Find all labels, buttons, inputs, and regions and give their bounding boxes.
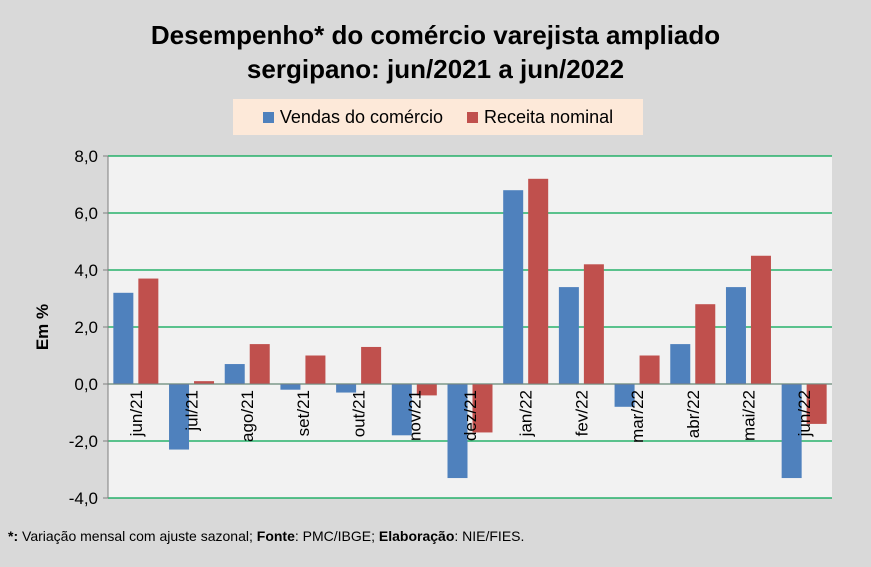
- bar-receita: [750, 255, 771, 384]
- chart-title-line-2: sergipano: jun/2021 a jun/2022: [246, 54, 625, 84]
- y-axis-label: Em %: [33, 304, 52, 350]
- footnote-text-1: Variação mensal com ajuste sazonal;: [18, 528, 257, 544]
- x-tick-label: ago/21: [238, 390, 257, 442]
- legend-swatch-vendas: [262, 111, 274, 123]
- bar-receita: [472, 384, 493, 433]
- x-tick-label: nov/21: [405, 390, 424, 441]
- legend-entry-receita: Receita nominal: [467, 107, 613, 128]
- bar-receita: [639, 355, 660, 384]
- footnote-elaboracao-label: Elaboração: [378, 528, 455, 544]
- bar-vendas: [670, 344, 691, 384]
- y-tick-label: 4,0: [74, 261, 98, 280]
- bar-vendas: [614, 384, 635, 407]
- legend-swatch-receita: [467, 111, 479, 123]
- y-tick-label: 2,0: [74, 318, 98, 337]
- x-tick-label: jan/22: [517, 390, 536, 437]
- y-tick-label: 6,0: [74, 204, 98, 223]
- bar-vendas: [503, 190, 524, 384]
- legend: Vendas do comércio Receita nominal: [233, 99, 643, 135]
- bar-receita: [305, 355, 326, 384]
- legend-entry-vendas: Vendas do comércio: [262, 106, 444, 128]
- bar-vendas: [169, 384, 190, 450]
- x-tick-label: jul/21: [183, 390, 202, 432]
- bar-receita: [528, 178, 549, 384]
- bar-vendas: [280, 384, 301, 390]
- footnote: *: Variação mensal com ajuste sazonal; F…: [8, 528, 524, 544]
- bar-receita: [806, 384, 827, 424]
- y-tick-label: 0,0: [74, 375, 98, 394]
- x-tick-label: fev/22: [572, 390, 591, 436]
- bar-receita: [194, 381, 215, 384]
- y-tick-label: -2,0: [69, 432, 98, 451]
- bar-vendas: [781, 384, 802, 479]
- legend-label-receita: Receita nominal: [484, 106, 614, 127]
- bar-receita: [138, 278, 159, 384]
- bar-receita: [361, 346, 382, 384]
- bar-receita: [416, 384, 437, 396]
- bar-receita: [583, 264, 604, 384]
- footnote-star: *:: [8, 528, 19, 544]
- bar-receita: [249, 344, 270, 384]
- x-tick-label: abr/22: [684, 390, 703, 438]
- bar-vendas: [391, 384, 412, 436]
- bar-vendas: [224, 364, 245, 384]
- chart-title-line-1: Desempenho* do comércio varejista amplia…: [150, 20, 721, 50]
- y-tick-label: 8,0: [74, 147, 98, 166]
- x-tick-label: out/21: [350, 390, 369, 437]
- chart-title: Desempenho* do comércio varejista amplia…: [0, 18, 871, 86]
- footnote-text-2: : PMC/IBGE;: [294, 528, 379, 544]
- x-tick-label: mai/22: [739, 390, 758, 441]
- footnote-fonte-label: Fonte: [256, 528, 295, 544]
- footnote-text-3: : NIE/FIES.: [454, 528, 525, 544]
- bar-receita: [695, 304, 716, 384]
- legend-label-vendas: Vendas do comércio: [279, 106, 444, 127]
- bar-vendas: [336, 384, 357, 393]
- x-tick-label: set/21: [294, 390, 313, 436]
- y-tick-label: -4,0: [69, 489, 98, 508]
- bar-vendas: [447, 384, 468, 479]
- x-tick-label: jun/21: [127, 390, 146, 437]
- bar-vendas: [558, 287, 579, 384]
- bar-vendas: [113, 292, 134, 384]
- x-tick-label: mar/22: [628, 390, 647, 443]
- x-tick-label: dez/21: [461, 390, 480, 441]
- bar-vendas: [725, 287, 746, 384]
- x-tick-label: jun/22: [795, 390, 814, 437]
